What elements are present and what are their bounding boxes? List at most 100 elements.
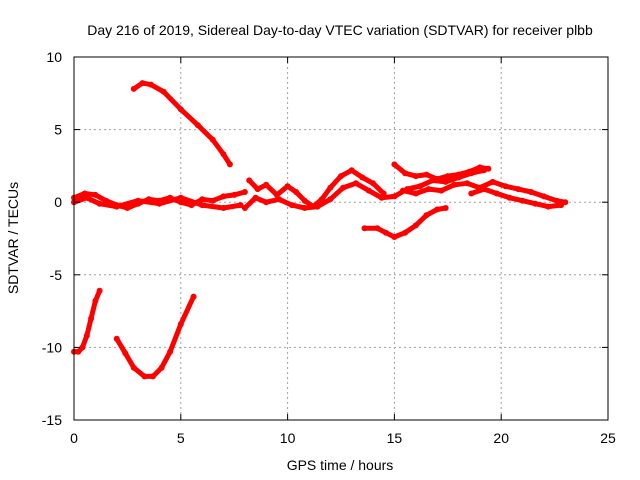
- data-point: [231, 191, 238, 198]
- data-point: [412, 222, 419, 229]
- data-point: [434, 176, 441, 182]
- series-arc-7: [241, 167, 488, 211]
- data-point: [493, 190, 500, 197]
- data-point: [177, 106, 184, 113]
- data-point: [241, 205, 248, 211]
- data-point: [263, 181, 270, 188]
- data-point: [92, 191, 99, 198]
- data-point: [141, 373, 148, 380]
- data-point: [391, 161, 398, 168]
- series-line: [114, 294, 197, 379]
- data-point: [451, 181, 458, 188]
- data-point: [359, 174, 366, 181]
- data-point: [209, 197, 216, 204]
- data-point: [190, 293, 197, 300]
- data-point: [276, 196, 283, 203]
- data-point: [96, 287, 103, 294]
- series-arc-2: [71, 287, 103, 355]
- chart-title: Day 216 of 2019, Sidereal Day-to-day VTE…: [87, 22, 593, 38]
- data-point: [412, 190, 419, 197]
- y-tick-labels: -15 -10 -5 0 5 10: [42, 49, 62, 428]
- x-tick-label: 25: [600, 430, 616, 446]
- data-point: [417, 183, 423, 190]
- data-point: [327, 184, 334, 191]
- data-point: [489, 178, 496, 185]
- data-point: [476, 164, 483, 171]
- grid-lines: [74, 57, 608, 420]
- data-point: [399, 187, 406, 194]
- x-tick-label: 10: [280, 430, 296, 446]
- data-point: [412, 173, 419, 180]
- data-point: [455, 171, 462, 178]
- series-arc-3: [113, 293, 197, 380]
- series-line: [131, 80, 233, 167]
- data-point: [423, 171, 430, 178]
- data-point: [378, 194, 385, 201]
- data-point: [254, 186, 261, 193]
- data-point: [466, 168, 473, 175]
- data-point: [122, 350, 129, 357]
- data-point: [88, 315, 95, 322]
- x-tick-label: 15: [387, 430, 403, 446]
- data-point: [83, 194, 90, 201]
- data-point: [113, 203, 120, 210]
- x-axis-label: GPS time / hours: [287, 457, 394, 473]
- data-point: [293, 189, 300, 195]
- data-point: [540, 193, 547, 200]
- data-point: [113, 335, 120, 342]
- data-point: [130, 85, 137, 92]
- data-point: [468, 190, 475, 197]
- data-point: [361, 225, 368, 232]
- data-point: [502, 183, 509, 190]
- x-tick-labels: 0 5 10 15 20 25: [70, 430, 616, 446]
- data-point: [340, 184, 347, 191]
- data-point: [252, 194, 259, 201]
- y-tick-label: -5: [50, 267, 63, 283]
- data-point: [220, 151, 227, 158]
- data-point: [301, 205, 308, 211]
- data-point: [135, 197, 142, 204]
- series-arc-9: [399, 178, 569, 206]
- data-point: [485, 165, 492, 172]
- data-point: [506, 194, 513, 201]
- data-point: [92, 297, 99, 304]
- data-point: [237, 202, 244, 209]
- series-arc-1: [130, 80, 233, 168]
- data-point: [177, 194, 184, 201]
- plot-frame: [73, 56, 609, 421]
- data-point: [167, 348, 174, 355]
- y-tick-label: 5: [54, 122, 62, 138]
- data-point: [150, 373, 156, 380]
- data-point: [528, 189, 535, 195]
- data-point: [83, 332, 90, 339]
- data-point: [314, 203, 321, 210]
- data-point: [160, 88, 167, 95]
- data-point: [423, 212, 430, 219]
- data-point: [226, 161, 233, 168]
- data-point: [246, 177, 253, 184]
- series-arc-8: [391, 161, 492, 182]
- data-point: [130, 364, 137, 371]
- x-tick-label: 20: [493, 430, 509, 446]
- y-axis-label: SDTVAR / TECUs: [5, 182, 21, 294]
- data-point: [391, 234, 398, 240]
- data-point: [481, 186, 488, 193]
- data-point: [370, 180, 376, 187]
- series-line: [71, 195, 244, 211]
- data-point: [545, 203, 552, 210]
- data-series: [71, 80, 569, 380]
- y-tick-label: 10: [46, 49, 62, 65]
- data-point: [209, 136, 216, 143]
- data-point: [353, 180, 359, 187]
- data-point: [553, 197, 560, 204]
- data-point: [444, 173, 451, 180]
- data-point: [434, 206, 441, 213]
- series-arc-5: [71, 194, 244, 211]
- x-tick-label: 0: [70, 430, 78, 446]
- data-point: [284, 183, 291, 190]
- data-point: [464, 180, 470, 187]
- data-point: [442, 178, 449, 185]
- data-point: [348, 167, 355, 174]
- data-point: [199, 196, 206, 203]
- data-point: [158, 364, 165, 371]
